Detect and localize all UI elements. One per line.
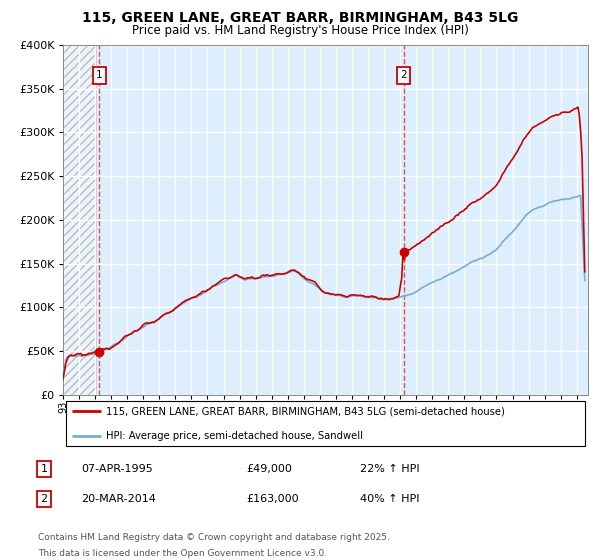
FancyBboxPatch shape [65, 401, 586, 446]
Text: Price paid vs. HM Land Registry's House Price Index (HPI): Price paid vs. HM Land Registry's House … [131, 24, 469, 36]
Text: Contains HM Land Registry data © Crown copyright and database right 2025.: Contains HM Land Registry data © Crown c… [38, 533, 390, 543]
Text: HPI: Average price, semi-detached house, Sandwell: HPI: Average price, semi-detached house,… [106, 431, 363, 441]
Text: 20-MAR-2014: 20-MAR-2014 [81, 494, 156, 504]
Text: 115, GREEN LANE, GREAT BARR, BIRMINGHAM, B43 5LG: 115, GREEN LANE, GREAT BARR, BIRMINGHAM,… [82, 11, 518, 25]
Text: 1: 1 [40, 464, 47, 474]
Text: 07-APR-1995: 07-APR-1995 [81, 464, 153, 474]
Text: 2: 2 [40, 494, 47, 504]
Text: 22% ↑ HPI: 22% ↑ HPI [360, 464, 420, 474]
Text: 40% ↑ HPI: 40% ↑ HPI [360, 494, 420, 504]
Text: £163,000: £163,000 [247, 494, 299, 504]
Text: £49,000: £49,000 [247, 464, 292, 474]
Text: 2: 2 [400, 71, 407, 81]
Text: This data is licensed under the Open Government Licence v3.0.: This data is licensed under the Open Gov… [38, 549, 328, 558]
Text: 115, GREEN LANE, GREAT BARR, BIRMINGHAM, B43 5LG (semi-detached house): 115, GREEN LANE, GREAT BARR, BIRMINGHAM,… [106, 406, 505, 416]
Text: 1: 1 [96, 71, 103, 81]
